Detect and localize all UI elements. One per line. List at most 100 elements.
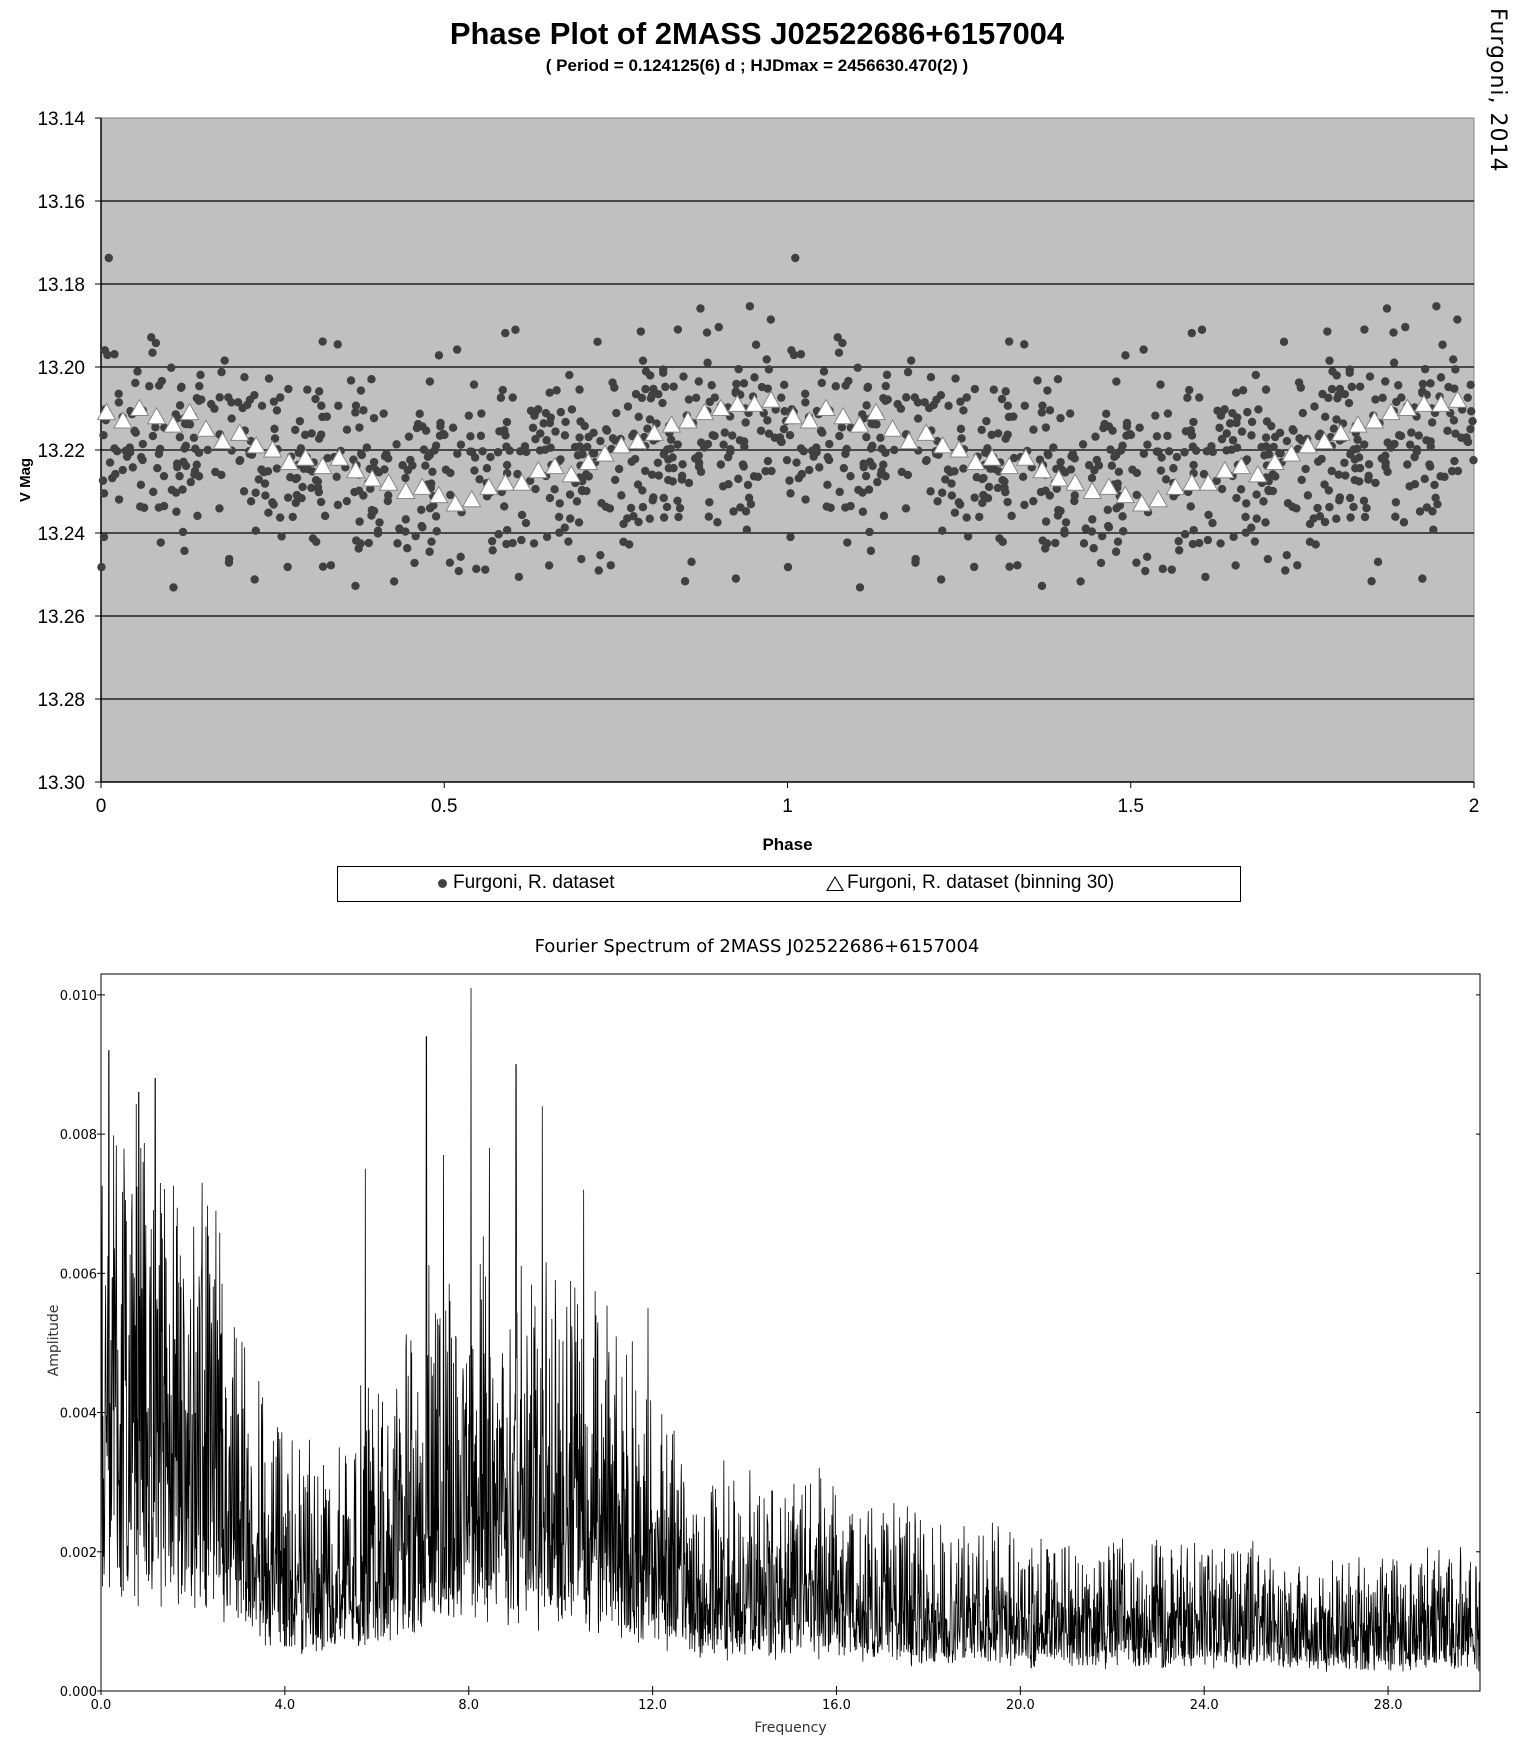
data-point — [508, 393, 517, 402]
data-point — [766, 315, 776, 324]
data-point — [554, 512, 564, 522]
data-point — [662, 502, 672, 512]
data-point — [812, 448, 821, 457]
data-point — [1228, 408, 1237, 418]
data-point — [1344, 398, 1354, 408]
data-point — [476, 431, 486, 441]
data-point — [352, 536, 361, 545]
data-point — [1121, 351, 1130, 360]
data-point — [1355, 477, 1364, 486]
data-point — [782, 455, 792, 465]
data-point — [649, 384, 658, 394]
data-point — [573, 451, 583, 460]
data-point — [653, 458, 663, 467]
data-point — [292, 473, 302, 483]
data-point — [215, 393, 224, 402]
data-point — [634, 517, 643, 527]
data-point — [411, 531, 420, 541]
data-point — [664, 455, 673, 464]
binned-points — [96, 390, 1468, 512]
data-point — [1020, 500, 1029, 510]
data-point — [922, 456, 931, 465]
data-point — [641, 466, 650, 476]
data-point — [911, 558, 920, 567]
data-point — [647, 470, 657, 479]
data-point — [1397, 393, 1406, 402]
data-point — [104, 253, 113, 263]
data-point — [619, 537, 628, 547]
data-point — [982, 416, 991, 426]
data-point — [367, 375, 376, 384]
data-point — [879, 460, 888, 469]
data-point — [1009, 453, 1019, 463]
data-point — [392, 440, 401, 449]
data-point — [1189, 417, 1198, 427]
data-point — [746, 500, 756, 509]
data-point — [664, 464, 674, 473]
data-point — [1051, 538, 1060, 548]
data-point — [496, 393, 506, 402]
data-point — [1118, 512, 1127, 521]
data-point — [1119, 527, 1128, 536]
data-point — [425, 377, 435, 386]
data-point — [269, 500, 278, 509]
data-point — [288, 512, 297, 522]
data-point — [1195, 393, 1204, 402]
data-point — [575, 433, 584, 442]
data-point — [1364, 475, 1373, 484]
data-point — [220, 356, 229, 365]
data-point — [147, 333, 156, 342]
data-point — [578, 476, 587, 486]
data-point — [178, 485, 187, 494]
data-point — [359, 406, 368, 415]
data-point — [531, 407, 540, 417]
binned-point — [362, 469, 383, 487]
binned-point — [816, 398, 836, 416]
data-point — [970, 384, 980, 394]
data-point — [997, 394, 1007, 404]
data-point — [342, 425, 352, 434]
data-point — [1346, 513, 1355, 522]
data-point — [739, 379, 749, 388]
binned-point — [949, 439, 969, 458]
binned-point — [999, 456, 1020, 475]
data-point — [355, 423, 364, 432]
binned-point — [113, 410, 133, 429]
data-point — [858, 488, 867, 497]
data-point — [415, 409, 424, 418]
data-point — [1152, 432, 1162, 441]
data-point — [1430, 480, 1439, 490]
data-point — [502, 417, 512, 427]
data-point — [384, 454, 393, 463]
data-point — [1111, 547, 1121, 556]
data-point — [729, 507, 738, 516]
data-point — [194, 396, 204, 405]
data-point — [145, 382, 154, 391]
data-point — [418, 523, 427, 532]
data-point — [318, 337, 327, 346]
data-point — [264, 508, 273, 517]
data-point — [148, 431, 158, 441]
data-point — [1208, 447, 1218, 457]
data-point — [1222, 429, 1231, 438]
binned-point — [1231, 456, 1252, 475]
data-point — [1429, 525, 1438, 534]
data-point — [298, 482, 307, 492]
data-point — [565, 370, 574, 380]
data-point — [125, 448, 135, 457]
data-point — [240, 372, 249, 382]
data-point — [1203, 535, 1213, 545]
data-point — [1426, 462, 1435, 471]
data-point — [118, 465, 127, 475]
data-point — [645, 514, 654, 523]
binned-point — [445, 493, 466, 512]
binned-point — [1447, 390, 1468, 408]
data-point — [277, 532, 286, 541]
data-point — [154, 449, 164, 459]
binned-point — [461, 489, 482, 508]
data-point — [1449, 416, 1459, 425]
data-point — [1038, 536, 1047, 545]
data-point — [1420, 474, 1429, 484]
data-point — [531, 434, 540, 444]
data-point — [1462, 433, 1471, 442]
